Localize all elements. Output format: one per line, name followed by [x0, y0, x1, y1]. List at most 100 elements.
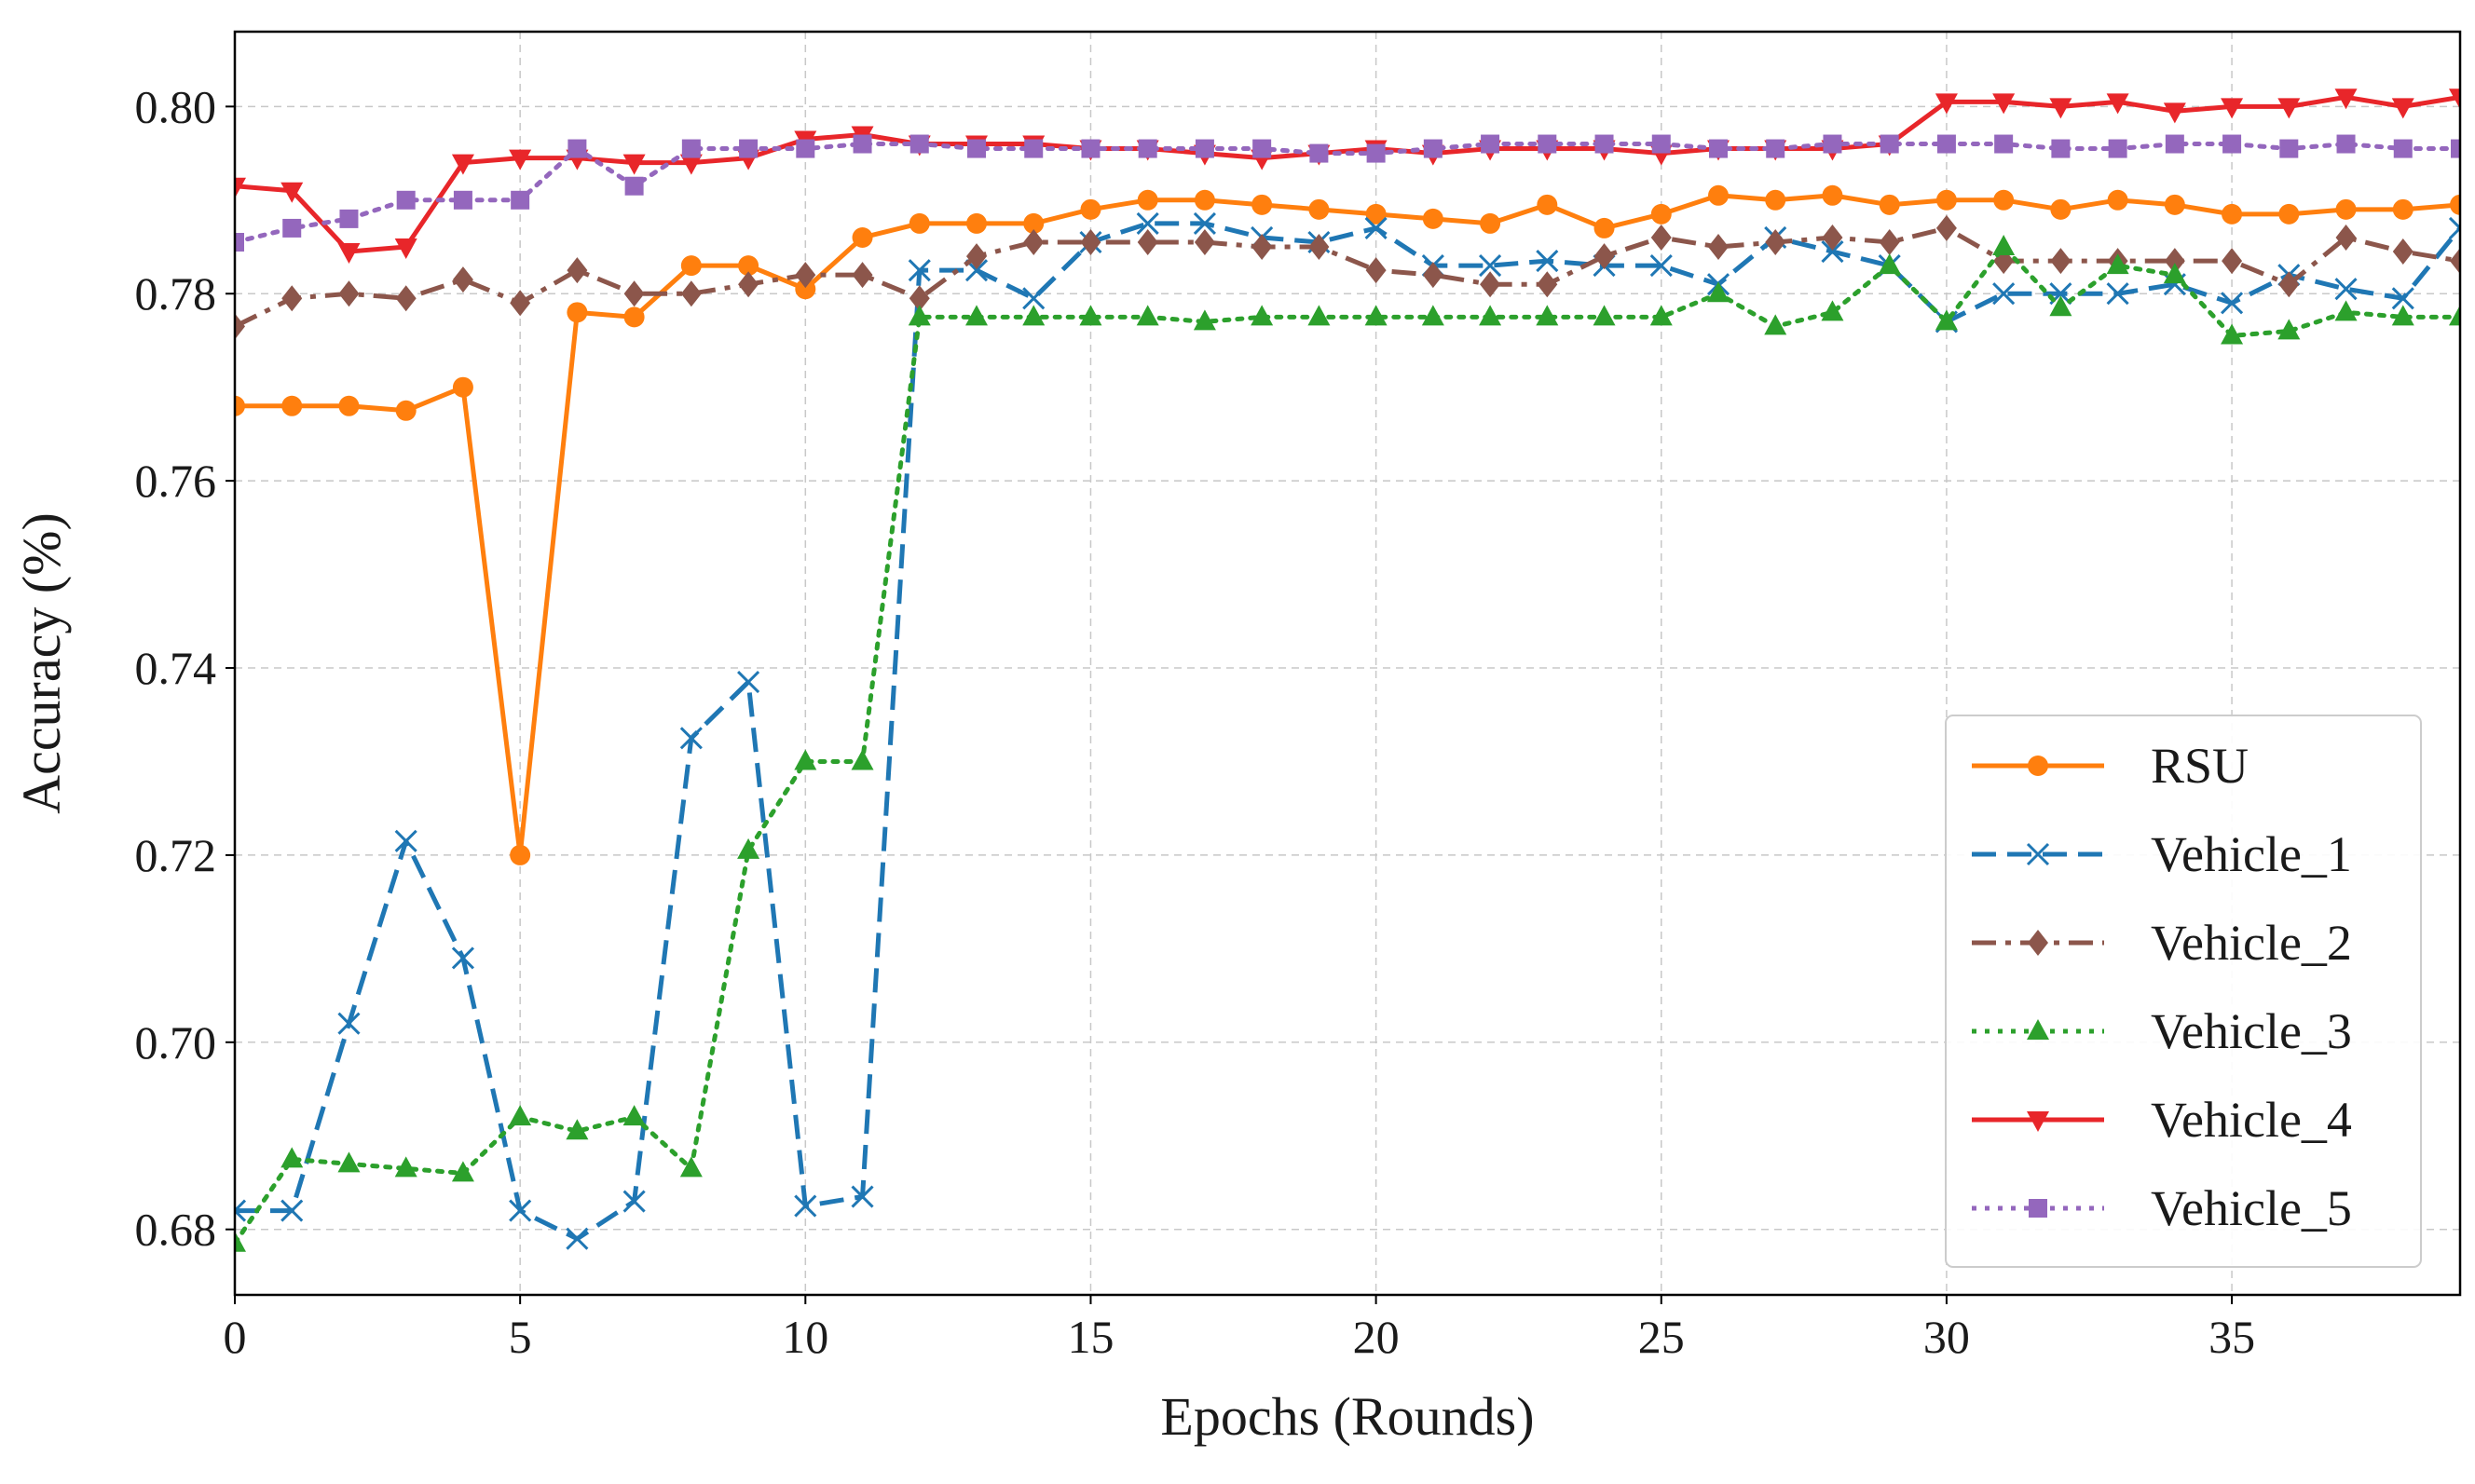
data-point [339, 209, 359, 228]
data-point [566, 1119, 589, 1140]
data-point [2277, 319, 2301, 340]
data-point [679, 1156, 703, 1178]
data-point [1994, 134, 2014, 154]
data-point [280, 1199, 304, 1222]
data-point [2391, 305, 2414, 326]
legend-item: Vehicle_4 [1972, 1092, 2352, 1148]
data-point [1422, 208, 1443, 229]
data-point [851, 1185, 874, 1208]
data-point [1194, 189, 1215, 211]
data-point [2050, 248, 2072, 275]
data-point [2049, 98, 2072, 119]
data-point [1650, 224, 1672, 251]
data-point [2164, 248, 2185, 275]
data-point [509, 1199, 532, 1222]
marker-stroke [1022, 287, 1046, 310]
data-point [623, 306, 645, 328]
data-point [1194, 229, 1215, 255]
data-point [680, 255, 702, 277]
data-point [2334, 300, 2358, 321]
data-point [1538, 134, 1557, 154]
data-point [1309, 143, 1329, 163]
x-tick-label: 20 [1353, 1311, 1400, 1363]
data-point [2448, 216, 2460, 239]
marker-stroke [1193, 211, 1216, 235]
data-point [1880, 134, 1899, 154]
data-point [1365, 257, 1387, 284]
data-point [1536, 250, 1559, 273]
series-line [235, 142, 2460, 245]
data-point [452, 376, 473, 398]
data-point [1935, 189, 1957, 211]
data-point [624, 176, 644, 196]
data-point [2165, 134, 2184, 154]
data-point [1935, 309, 1958, 331]
axis-ticks: 0 5 10 15 20 25 30 35 0.68 0.70 0.72 0.74 0.76 0.78 0.… [135, 80, 2256, 1363]
data-point [1193, 309, 1216, 331]
data-point [2107, 189, 2128, 211]
data-point [1765, 229, 1786, 255]
legend-label: Vehicle_4 [2151, 1092, 2352, 1148]
data-point [2449, 305, 2460, 326]
data-point [1822, 184, 1843, 206]
data-point [337, 1012, 361, 1035]
data-point [280, 1147, 304, 1168]
data-point [1080, 198, 1101, 220]
data-point [1480, 271, 1501, 298]
data-point [510, 290, 531, 317]
data-point [1081, 139, 1101, 158]
marker-stroke [2106, 282, 2129, 306]
data-point [2450, 248, 2460, 275]
marker-stroke [908, 259, 931, 282]
marker-stroke [622, 1190, 646, 1213]
data-point [679, 727, 703, 750]
marker-stroke [337, 1012, 361, 1035]
data-point [1765, 189, 1786, 211]
legend-label: Vehicle_3 [2151, 1003, 2352, 1059]
data-point [1023, 212, 1045, 234]
data-point [2450, 194, 2460, 215]
data-point [1878, 253, 1901, 275]
marker-stroke [1536, 250, 1559, 273]
legend-marker [2028, 756, 2048, 776]
data-point [1422, 262, 1443, 289]
legend-item: Vehicle_1 [1972, 826, 2352, 882]
series-line [235, 225, 2460, 329]
marker-stroke [394, 829, 417, 852]
marker-stroke [794, 1194, 817, 1218]
data-point [2278, 203, 2300, 225]
marker-stroke [2026, 842, 2050, 866]
data-point [510, 844, 531, 865]
data-point [1650, 203, 1672, 225]
data-point [235, 313, 245, 340]
data-point [2335, 198, 2357, 220]
data-point [853, 134, 872, 154]
legend-marker [2029, 1199, 2047, 1218]
legend: RSU Vehicle_1 Vehicle_2 Vehicle_3 Vehicle_4 V… [1945, 715, 2422, 1268]
data-point [451, 946, 474, 970]
data-point [1307, 305, 1331, 326]
y-tick-label: 0.72 [135, 829, 217, 881]
data-point [282, 218, 302, 238]
data-point [281, 285, 303, 312]
data-point [2222, 248, 2243, 275]
data-point [1481, 134, 1500, 154]
data-point [680, 280, 702, 307]
marker-stroke [2391, 287, 2414, 310]
data-point [1822, 224, 1843, 251]
y-tick-label: 0.80 [135, 80, 217, 132]
data-point [2278, 271, 2300, 298]
data-point [511, 190, 530, 210]
data-point [2106, 93, 2129, 115]
marker-stroke [2448, 225, 2460, 239]
data-point [2449, 88, 2460, 110]
data-point [2392, 198, 2413, 220]
x-tick-label: 0 [224, 1311, 247, 1363]
data-point [451, 154, 474, 175]
data-point [2163, 263, 2186, 284]
series-rsu [235, 184, 2460, 865]
legend-label: Vehicle_5 [2151, 1180, 2352, 1236]
data-point [1137, 229, 1158, 255]
data-point [909, 134, 929, 154]
data-point [851, 749, 874, 770]
